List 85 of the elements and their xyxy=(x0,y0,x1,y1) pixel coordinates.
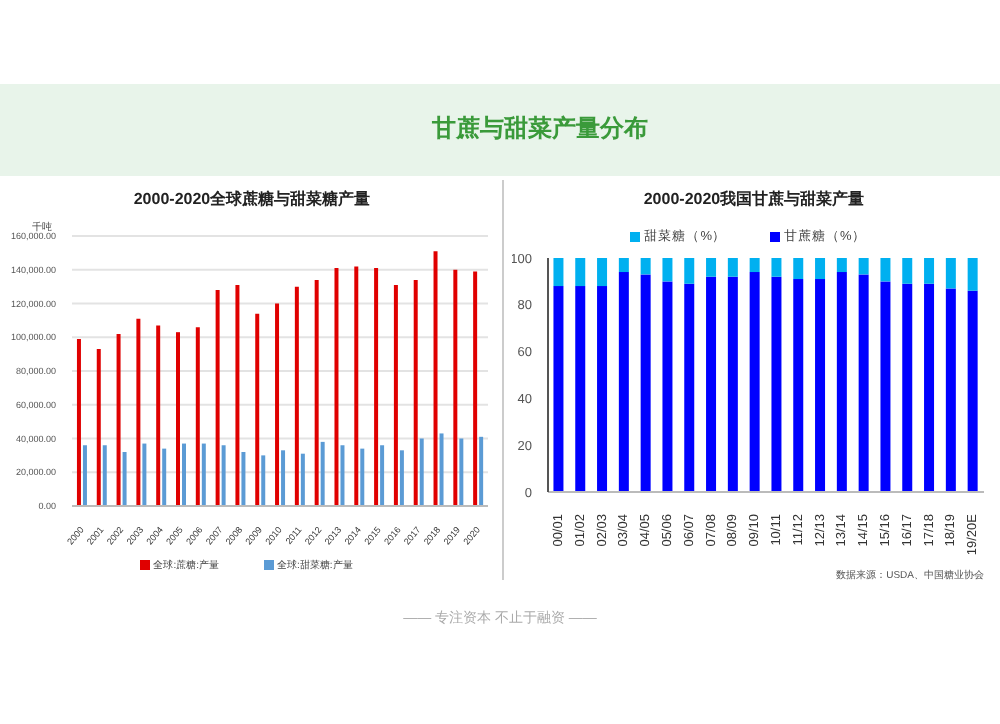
bar xyxy=(967,290,978,492)
bar xyxy=(924,258,935,284)
bar xyxy=(116,333,121,506)
bar xyxy=(473,271,478,506)
bar xyxy=(439,433,444,506)
bar xyxy=(597,258,608,287)
bar xyxy=(294,286,299,506)
bar xyxy=(793,279,804,492)
bar xyxy=(749,258,760,273)
bar xyxy=(433,251,438,506)
bar xyxy=(320,441,325,506)
chart-title: 2000-2020全球蔗糖与甜菜糖产量 xyxy=(131,188,373,212)
bar xyxy=(967,258,978,291)
bar xyxy=(575,286,586,492)
bar xyxy=(618,258,629,273)
bar xyxy=(334,268,339,506)
bar xyxy=(419,438,424,506)
bar xyxy=(255,313,260,506)
bar xyxy=(340,445,345,506)
bar xyxy=(858,274,869,492)
bar xyxy=(479,436,484,506)
bar xyxy=(749,272,760,492)
bar xyxy=(195,327,200,506)
bar xyxy=(662,281,673,492)
bar xyxy=(618,272,629,492)
bar xyxy=(162,448,167,506)
bar xyxy=(235,284,240,506)
bar xyxy=(902,283,913,492)
bar xyxy=(374,268,379,506)
bar xyxy=(76,338,81,506)
bar xyxy=(706,276,717,492)
bar xyxy=(136,318,141,506)
bar xyxy=(684,258,695,284)
bar xyxy=(793,258,804,280)
bar xyxy=(640,274,651,492)
bar xyxy=(413,279,418,506)
bar xyxy=(300,453,305,506)
bar xyxy=(275,303,280,506)
chart-title: 2000-2020我国甘蔗与甜菜产量 xyxy=(641,188,867,212)
bar xyxy=(553,258,564,287)
bar xyxy=(727,258,738,277)
bar xyxy=(858,258,869,275)
bar xyxy=(453,269,458,506)
bar xyxy=(82,445,87,506)
bar xyxy=(815,279,826,492)
bar xyxy=(215,290,220,506)
bar xyxy=(399,450,404,506)
bar xyxy=(880,258,891,282)
bar xyxy=(261,455,266,506)
bar xyxy=(393,284,398,506)
bar xyxy=(662,258,673,282)
text: 甘蔗与甜菜产量分布 xyxy=(430,112,650,146)
bar xyxy=(241,452,246,506)
bar xyxy=(684,283,695,492)
bar xyxy=(727,276,738,492)
bar xyxy=(182,443,186,506)
bar xyxy=(945,288,956,492)
bar xyxy=(156,325,161,506)
bar xyxy=(815,258,826,280)
bar xyxy=(706,258,717,277)
bar xyxy=(575,258,586,287)
bar xyxy=(281,450,286,506)
bar xyxy=(314,279,319,506)
bar xyxy=(459,438,464,506)
bar xyxy=(360,448,365,506)
bar xyxy=(176,332,180,506)
bar xyxy=(597,286,608,492)
bar xyxy=(122,452,127,506)
bar xyxy=(924,283,935,492)
bar xyxy=(96,349,101,506)
bar xyxy=(640,258,651,275)
bar xyxy=(880,281,891,492)
bar xyxy=(142,443,147,506)
bar xyxy=(201,443,206,506)
bar xyxy=(771,258,782,277)
bar xyxy=(771,276,782,492)
bar xyxy=(945,258,956,289)
bar xyxy=(902,258,913,284)
bar xyxy=(553,286,564,492)
bar xyxy=(836,272,847,492)
bar xyxy=(836,258,847,273)
bar xyxy=(221,445,226,506)
bar xyxy=(102,445,107,506)
bar xyxy=(354,266,359,506)
bar xyxy=(380,445,385,506)
